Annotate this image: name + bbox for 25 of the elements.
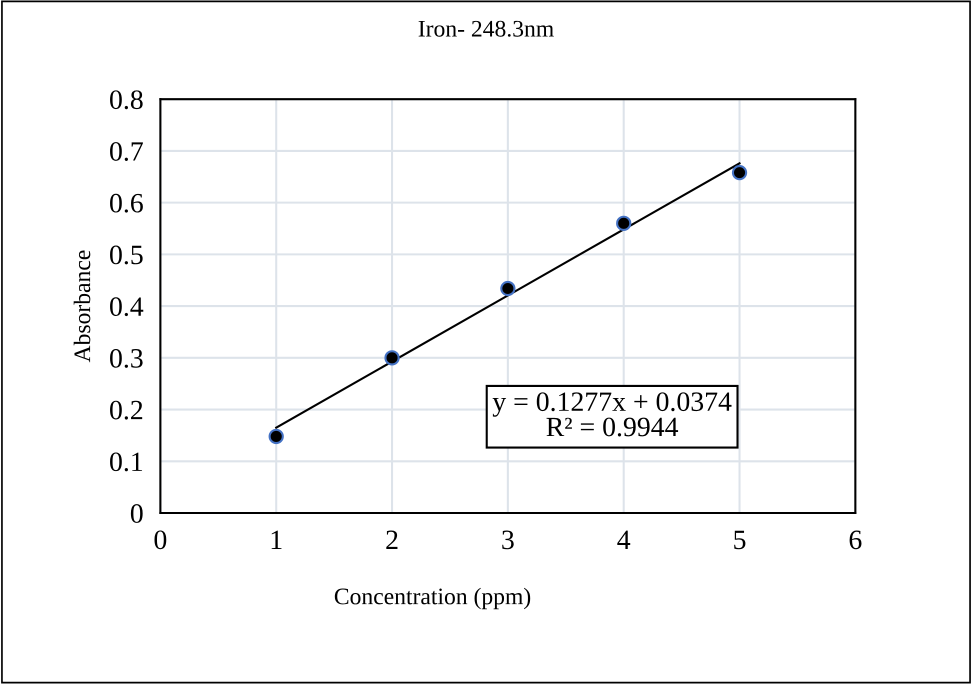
x-tick-label: 0 (154, 530, 166, 550)
x-tick-label: 2 (386, 530, 398, 549)
y-tick-label: 0.6 (110, 194, 143, 213)
y-tick-label: 0.3 (110, 348, 143, 368)
y-tick-label: 0 (130, 504, 143, 523)
y-tick-label: 0.8 (110, 90, 143, 110)
x-tick-label: 1 (272, 530, 282, 549)
x-axis-title: Concentration (ppm) (334, 588, 530, 610)
point (732, 165, 748, 180)
x-tick-label: 4 (617, 530, 630, 549)
point (500, 280, 516, 296)
chart-title: Iron- 248.3nm (418, 20, 554, 37)
y-tick-label: 0.5 (110, 246, 143, 264)
x-tick-label: 3 (502, 530, 514, 550)
annotation: y = 0.1277x + 0.0374 R² = 0.9944 (492, 392, 732, 436)
point (268, 428, 284, 444)
y-tick-label: 0.7 (110, 142, 143, 161)
point (616, 216, 632, 231)
y-tick-label: 0.4 (110, 297, 144, 316)
point (384, 350, 400, 366)
x-tick-label: 5 (734, 530, 746, 550)
y-axis-title: Absorbance (74, 250, 90, 362)
y-tick-label: 0.1 (110, 452, 142, 472)
x-tick-label: 6 (850, 530, 862, 550)
y-tick-label: 0.2 (110, 400, 142, 420)
